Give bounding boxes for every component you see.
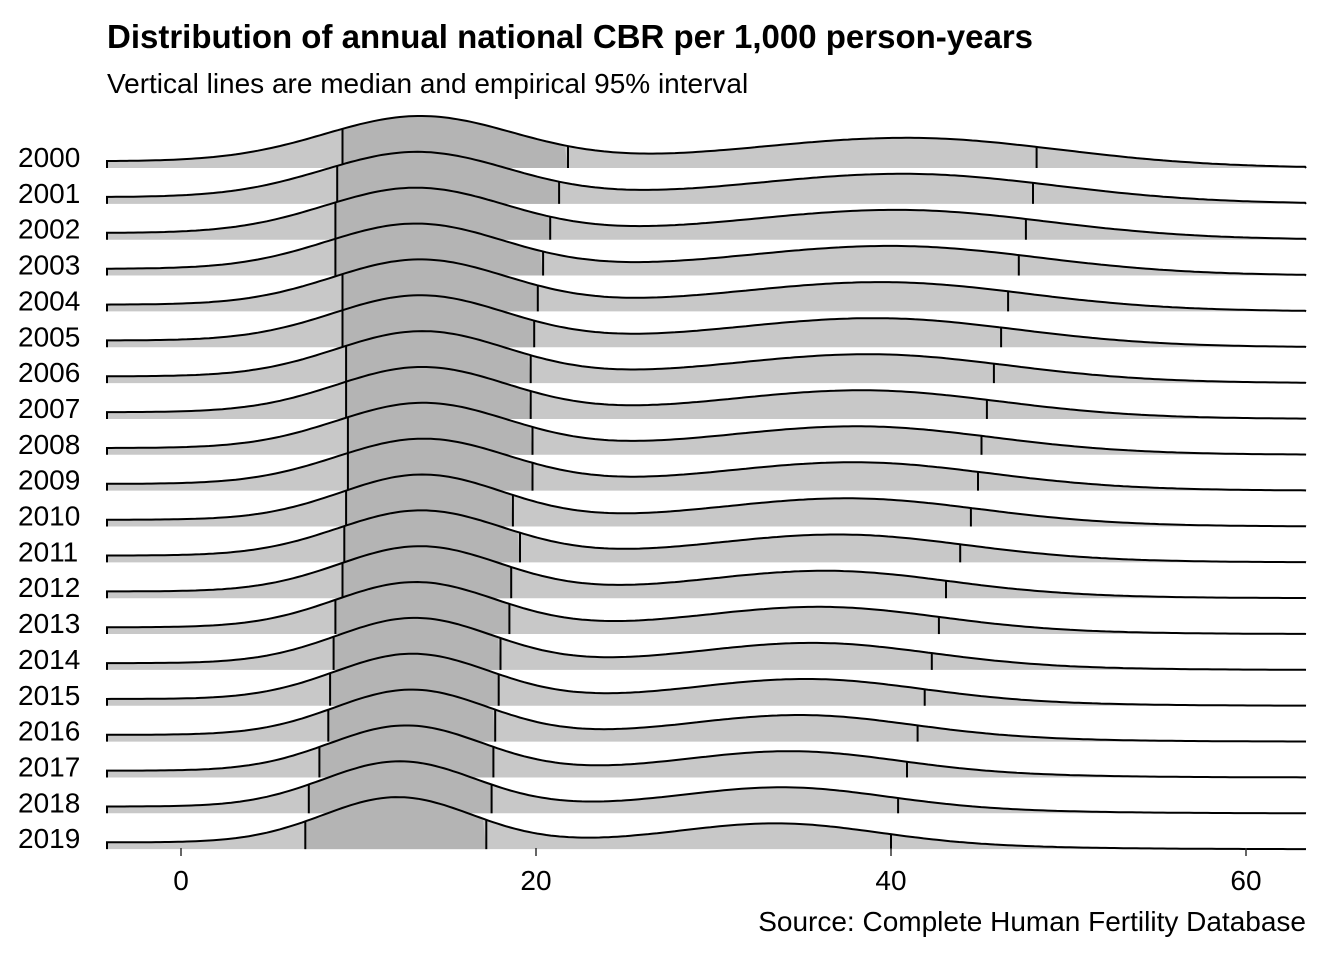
ridge-area-2000 <box>107 116 1306 168</box>
ridge-outline-2010 <box>106 473 1307 528</box>
y-tick-label-2000: 2000 <box>18 142 80 173</box>
y-tick-label-2012: 2012 <box>18 572 80 603</box>
x-tick-label-0: 0 <box>173 865 189 896</box>
ridge-outline-2005 <box>106 294 1307 349</box>
y-tick-label-2016: 2016 <box>18 716 80 747</box>
y-tick-label-2007: 2007 <box>18 393 80 424</box>
ridge-outline-2014 <box>106 616 1307 671</box>
y-tick-label-2003: 2003 <box>18 250 80 281</box>
y-axis-labels: 2000 2001 2002 2003 2004 2005 2006 2007 2008 2009… <box>18 142 80 854</box>
ridge-central-area-2013 <box>335 582 510 635</box>
y-tick-label-2008: 2008 <box>18 429 80 460</box>
ridge-outline-2018 <box>106 760 1307 815</box>
ridge-2019 <box>106 796 1307 851</box>
y-tick-label-2002: 2002 <box>18 214 80 245</box>
y-tick-label-2014: 2014 <box>18 644 80 675</box>
y-tick-label-2018: 2018 <box>18 787 80 818</box>
ridges-group <box>106 115 1307 851</box>
ridge-central-area-2014 <box>333 617 501 670</box>
ridge-outline-2009 <box>106 437 1307 492</box>
x-tick-label-60: 60 <box>1230 865 1261 896</box>
x-axis: 0 20 40 60 <box>173 848 1262 896</box>
y-tick-label-2011: 2011 <box>18 536 78 567</box>
ridge-2000 <box>106 115 1307 169</box>
ridge-outline-2000 <box>106 115 1307 169</box>
y-tick-label-2019: 2019 <box>18 823 80 854</box>
ridge-outline-2013 <box>106 580 1307 636</box>
ridge-outline-2015 <box>106 652 1307 707</box>
ridge-outline-2016 <box>106 688 1307 743</box>
chart-caption: Source: Complete Human Fertility Databas… <box>758 906 1306 937</box>
chart-title: Distribution of annual national CBR per … <box>107 18 1034 55</box>
ridge-central-area-2018 <box>308 761 492 814</box>
y-tick-label-2006: 2006 <box>18 357 80 388</box>
ridge-outline-2017 <box>106 724 1307 779</box>
ridge-outline-2004 <box>106 258 1307 313</box>
ridge-outline-2003 <box>106 222 1307 277</box>
ridge-central-area-2016 <box>328 689 496 742</box>
ridge-outline-2006 <box>106 330 1307 385</box>
ridge-outline-2008 <box>106 401 1307 456</box>
ridge-central-area-2015 <box>330 653 499 706</box>
y-tick-label-2013: 2013 <box>18 608 80 639</box>
ridge-outline-2011 <box>106 509 1307 564</box>
y-tick-label-2001: 2001 <box>18 178 80 209</box>
ridge-outline-2012 <box>106 545 1307 600</box>
y-tick-label-2017: 2017 <box>18 751 80 782</box>
y-tick-label-2005: 2005 <box>18 321 80 352</box>
x-tick-label-40: 40 <box>875 865 906 896</box>
ridge-outline-2007 <box>106 366 1307 420</box>
chart-subtitle: Vertical lines are median and empirical … <box>107 68 749 99</box>
y-tick-label-2015: 2015 <box>18 680 80 711</box>
ridge-central-area-2019 <box>305 797 487 850</box>
ridge-central-area-2017 <box>319 725 494 778</box>
y-tick-label-2009: 2009 <box>18 465 80 496</box>
x-tick-label-20: 20 <box>520 865 551 896</box>
y-tick-label-2010: 2010 <box>18 501 80 532</box>
y-tick-label-2004: 2004 <box>18 285 80 316</box>
ridge-outline-2019 <box>106 796 1307 851</box>
ridge-outline-2001 <box>106 150 1307 205</box>
ridge-outline-2002 <box>106 186 1307 241</box>
